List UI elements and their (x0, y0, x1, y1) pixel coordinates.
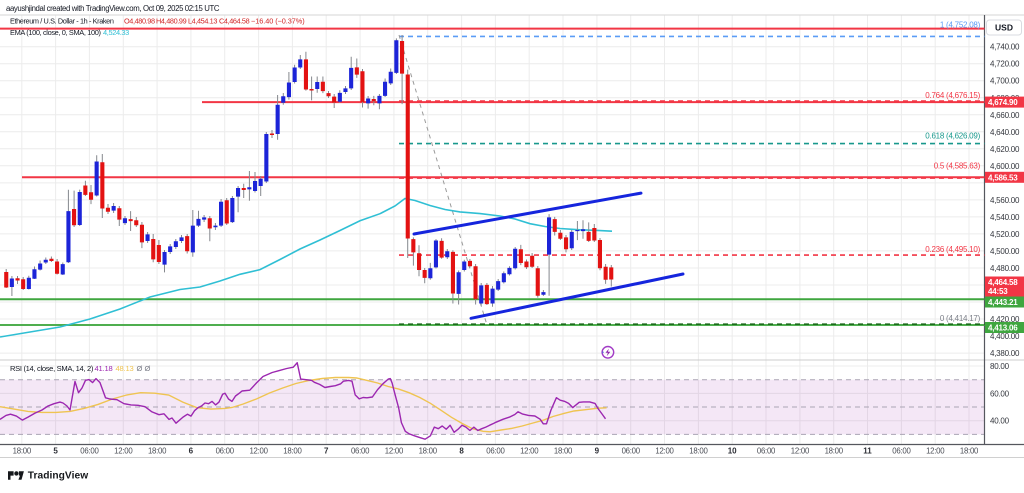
svg-text:80.00: 80.00 (990, 362, 1010, 371)
svg-text:4,420.00: 4,420.00 (990, 315, 1020, 324)
svg-text:12:00: 12:00 (385, 447, 404, 456)
svg-text:06:00: 06:00 (486, 447, 505, 456)
svg-text:4,740.00: 4,740.00 (990, 43, 1020, 52)
svg-text:TradingView: TradingView (28, 471, 88, 482)
svg-text:0.5 (4,585.63): 0.5 (4,585.63) (934, 162, 981, 171)
svg-text:12:00: 12:00 (520, 447, 539, 456)
svg-text:0.764 (4,676.15): 0.764 (4,676.15) (925, 91, 980, 100)
svg-text:11: 11 (863, 447, 872, 456)
svg-text:4,620.00: 4,620.00 (990, 145, 1020, 154)
svg-text:9: 9 (595, 447, 600, 456)
svg-text:06:00: 06:00 (216, 447, 235, 456)
svg-text:7: 7 (324, 447, 329, 456)
svg-text:4,560.00: 4,560.00 (990, 196, 1020, 205)
svg-text:4,464.58: 4,464.58 (988, 278, 1018, 287)
svg-text:−16.40 (−0.37%): −16.40 (−0.37%) (251, 17, 305, 26)
svg-text:40.00: 40.00 (990, 417, 1010, 426)
svg-text:4,524.33: 4,524.33 (103, 28, 129, 37)
svg-text:18:00: 18:00 (554, 447, 573, 456)
svg-text:Ø: Ø (145, 364, 151, 373)
svg-text:12:00: 12:00 (114, 447, 133, 456)
svg-text:12:00: 12:00 (249, 447, 268, 456)
svg-text:18:00: 18:00 (13, 447, 32, 456)
svg-text:4,600.00: 4,600.00 (990, 162, 1020, 171)
svg-text:Ethereum / U.S. Dollar - 1h -: Ethereum / U.S. Dollar - 1h - Kraken (10, 17, 114, 26)
svg-text:0.618 (4,626.09): 0.618 (4,626.09) (925, 132, 980, 141)
svg-text:H4,480.99: H4,480.99 (156, 17, 187, 26)
svg-text:12:00: 12:00 (791, 447, 810, 456)
svg-text:06:00: 06:00 (892, 447, 911, 456)
svg-text:4,443.21: 4,443.21 (988, 298, 1018, 307)
svg-text:48.13: 48.13 (116, 364, 134, 373)
svg-text:RSI (14, close, SMA, 14, 2): RSI (14, close, SMA, 14, 2) (10, 364, 94, 373)
svg-text:18:00: 18:00 (148, 447, 167, 456)
svg-text:18:00: 18:00 (960, 447, 979, 456)
svg-text:8: 8 (459, 447, 464, 456)
svg-text:06:00: 06:00 (622, 447, 641, 456)
svg-text:4,520.00: 4,520.00 (990, 230, 1020, 239)
svg-text:0 (4,414.17): 0 (4,414.17) (940, 314, 981, 323)
svg-text:4,674.90: 4,674.90 (988, 98, 1018, 107)
svg-text:60.00: 60.00 (990, 389, 1010, 398)
svg-text:4,400.00: 4,400.00 (990, 332, 1020, 341)
svg-text:4,640.00: 4,640.00 (990, 128, 1020, 137)
svg-text:0.236 (4,495.10): 0.236 (4,495.10) (925, 245, 980, 254)
svg-text:41.18: 41.18 (95, 364, 113, 373)
svg-text:4,480.00: 4,480.00 (990, 264, 1020, 273)
svg-text:aayushjindal created with Trad: aayushjindal created with TradingView.co… (6, 4, 220, 13)
svg-text:18:00: 18:00 (689, 447, 708, 456)
svg-text:10: 10 (728, 447, 737, 456)
svg-text:4,586.53: 4,586.53 (988, 173, 1018, 182)
svg-text:18:00: 18:00 (419, 447, 438, 456)
svg-text:4,413.06: 4,413.06 (988, 324, 1018, 333)
svg-text:4,660.00: 4,660.00 (990, 111, 1020, 120)
svg-text:4,540.00: 4,540.00 (990, 213, 1020, 222)
svg-text:4,700.00: 4,700.00 (990, 77, 1020, 86)
svg-text:4,500.00: 4,500.00 (990, 247, 1020, 256)
svg-text:6: 6 (189, 447, 194, 456)
svg-text:12:00: 12:00 (926, 447, 945, 456)
svg-text:4,380.00: 4,380.00 (990, 349, 1020, 358)
svg-text:USD: USD (995, 23, 1013, 33)
svg-text:06:00: 06:00 (80, 447, 99, 456)
svg-text:O4,480.98: O4,480.98 (124, 17, 155, 26)
svg-text:C4,464.58: C4,464.58 (219, 17, 250, 26)
svg-text:06:00: 06:00 (757, 447, 776, 456)
svg-text:4,720.00: 4,720.00 (990, 60, 1020, 69)
svg-text:44:53: 44:53 (988, 287, 1008, 296)
svg-text:12:00: 12:00 (655, 447, 674, 456)
svg-text:18:00: 18:00 (283, 447, 302, 456)
svg-text:18:00: 18:00 (825, 447, 844, 456)
svg-text:Ø: Ø (137, 364, 143, 373)
svg-text:5: 5 (53, 447, 58, 456)
svg-text:EMA (100, close, 0, SMA, 100): EMA (100, close, 0, SMA, 100) (10, 28, 101, 37)
svg-text:06:00: 06:00 (351, 447, 370, 456)
svg-text:1 (4,752.08): 1 (4,752.08) (940, 21, 981, 30)
svg-text:L4,454.13: L4,454.13 (188, 17, 217, 26)
